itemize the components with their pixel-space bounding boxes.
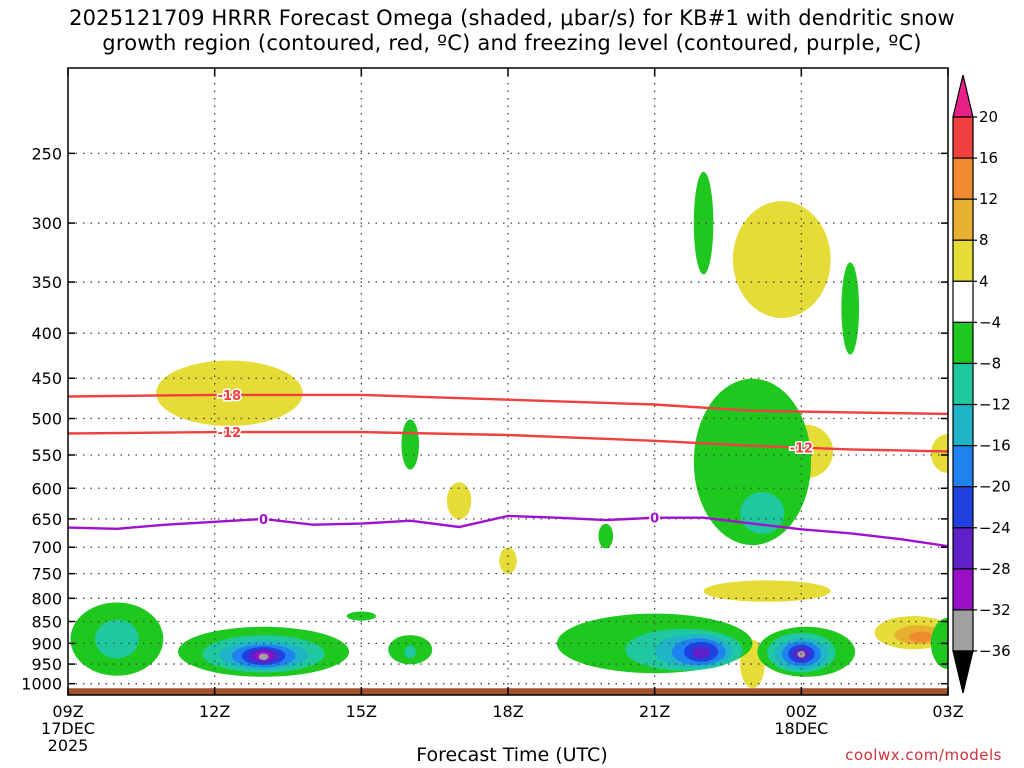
colorbar-label-1: 16 <box>979 149 998 167</box>
y-tick-label-600: 600 <box>31 479 62 498</box>
colorbar-band-5 <box>952 321 974 365</box>
colorbar-band-10 <box>952 527 974 570</box>
colorbar-label-10: −24 <box>979 519 1011 537</box>
colorbar-bottom-arrow <box>952 650 974 694</box>
colorbar-label-6: −8 <box>979 354 1001 372</box>
omega-region-8 <box>908 631 934 643</box>
omega-region-3 <box>703 580 831 602</box>
contour-label-1-1: -12 <box>790 442 814 457</box>
x-axis-title: Forecast Time (UTC) <box>416 744 608 766</box>
colorbar-label-7: −12 <box>979 396 1011 414</box>
x-tick-label-9-0: 18Z <box>492 702 523 721</box>
omega-region-12 <box>841 262 860 355</box>
y-tick-label-950: 950 <box>31 655 62 674</box>
contour-label-2-0: 0 <box>259 513 268 528</box>
colorbar-label-4: 4 <box>979 272 989 290</box>
colorbar-band-2 <box>952 198 974 241</box>
y-tick-label-400: 400 <box>31 324 62 343</box>
x-tick-label-6-0: 15Z <box>346 702 377 721</box>
contour-line-0 <box>68 393 948 416</box>
x-tick-label-15-1: 18DEC <box>774 719 828 738</box>
colorbar-band-11 <box>952 568 974 611</box>
title-line-1: 2025121709 HRRR Forecast Omega (shaded, … <box>69 6 955 30</box>
x-tick-label-3-0: 12Z <box>199 702 230 721</box>
x-tick-label-0-1: 17DEC <box>41 719 95 738</box>
colorbar-band-8 <box>952 445 974 488</box>
x-tick-label-18-0: 03Z <box>932 702 963 721</box>
y-tick-label-700: 700 <box>31 538 62 557</box>
contour-label-0-0: -18 <box>218 389 242 404</box>
y-tick-label-500: 500 <box>31 410 62 429</box>
title-line-2: growth region (contoured, red, ºC) and f… <box>102 31 922 55</box>
colorbar-label-2: 12 <box>979 190 998 208</box>
omega-region-14 <box>598 523 614 549</box>
omega-region-0 <box>156 360 303 427</box>
colorbar-label-9: −20 <box>979 478 1011 496</box>
x-tick-label-0-2: 2025 <box>48 736 89 755</box>
colorbar-band-9 <box>952 486 974 529</box>
omega-region-11 <box>693 171 714 275</box>
y-tick-label-350: 350 <box>31 273 62 292</box>
plot-area: -18 -12 -12 0 0 <box>68 68 948 695</box>
colorbar-label-0: 20 <box>979 108 998 126</box>
source-credit: coolwx.com/models <box>845 746 1002 764</box>
y-tick-label-250: 250 <box>31 144 62 163</box>
chart-title: 2025121709 HRRR Forecast Omega (shaded, … <box>0 6 1024 56</box>
y-tick-label-650: 650 <box>31 510 62 529</box>
colorbar-band-0 <box>952 116 974 159</box>
colorbar-top-arrow <box>952 74 974 118</box>
colorbar-band-12 <box>952 609 974 652</box>
colorbar-label-8: −16 <box>979 437 1011 455</box>
omega-region-1 <box>732 201 831 318</box>
omega-region-27 <box>258 653 269 661</box>
colorbar-band-7 <box>952 403 974 447</box>
colorbar-label-3: 8 <box>979 231 989 249</box>
y-tick-label-800: 800 <box>31 589 62 608</box>
y-tick-label-750: 750 <box>31 565 62 584</box>
x-tick-label-15-0: 00Z <box>786 702 817 721</box>
colorbar-label-13: −36 <box>979 642 1011 660</box>
contour-label-2-1: 0 <box>650 512 659 527</box>
omega-region-13 <box>401 419 420 470</box>
y-tick-label-850: 850 <box>31 613 62 632</box>
colorbar-label-5: −4 <box>979 313 1001 331</box>
colorbar-band-4 <box>952 280 974 323</box>
omega-region-29 <box>404 645 417 659</box>
contour-label-1-0: -12 <box>218 426 242 441</box>
contour-line-2 <box>68 514 948 548</box>
y-tick-label-450: 450 <box>31 369 62 388</box>
colorbar-label-12: −32 <box>979 601 1011 619</box>
y-tick-label-300: 300 <box>31 214 62 233</box>
colorbar-band-3 <box>952 239 974 282</box>
contour-line-1 <box>68 430 948 453</box>
omega-region-5 <box>499 547 517 574</box>
y-tick-label-550: 550 <box>31 446 62 465</box>
omega-region-35 <box>692 646 710 659</box>
omega-region-19 <box>94 619 139 659</box>
omega-region-4 <box>446 482 472 520</box>
x-tick-label-12-0: 21Z <box>639 702 670 721</box>
y-tick-label-1000: 1000 <box>21 675 62 694</box>
omega-region-9 <box>930 434 948 474</box>
x-tick-label-0-0: 09Z <box>52 702 83 721</box>
colorbar-band-1 <box>952 157 974 200</box>
y-tick-label-900: 900 <box>31 634 62 653</box>
colorbar-label-11: −28 <box>979 560 1011 578</box>
colorbar-band-6 <box>952 362 974 406</box>
